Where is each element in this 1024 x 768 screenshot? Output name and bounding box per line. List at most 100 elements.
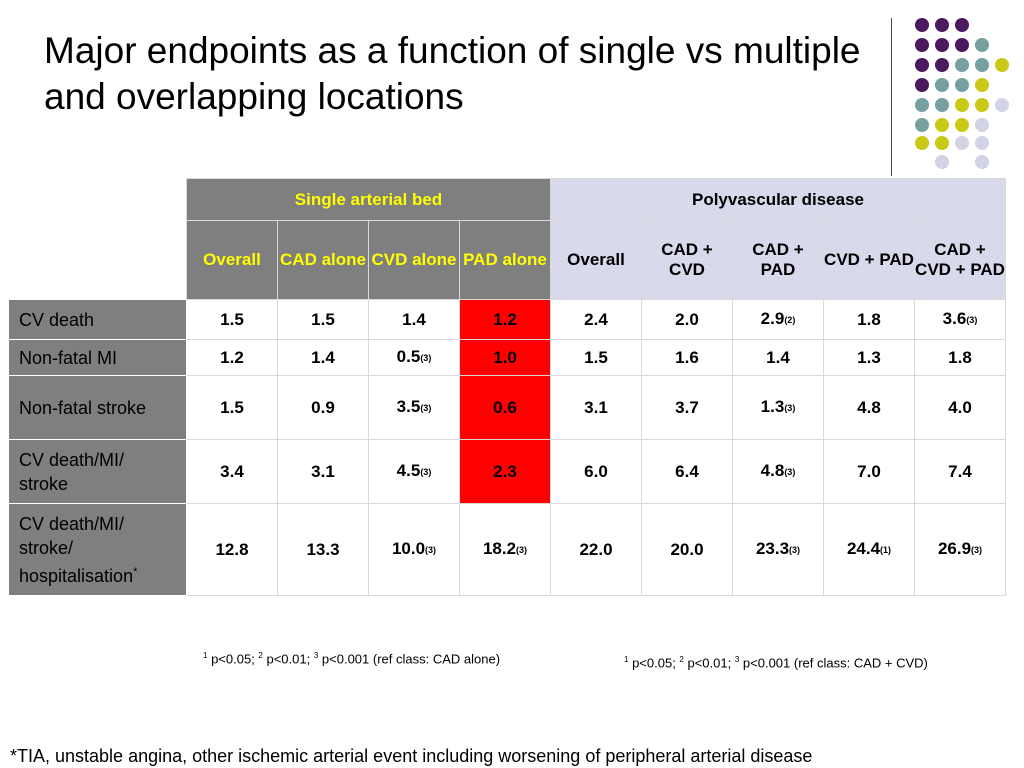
table-cell: 1.0 xyxy=(459,339,551,376)
table-cell: 10.0(3) xyxy=(368,503,460,596)
significance-marker: (1) xyxy=(880,544,892,555)
decorative-dot xyxy=(975,78,989,92)
table-cell: 3.4 xyxy=(186,439,278,504)
table-cell: 4.8 xyxy=(823,375,915,440)
significance-marker: (3) xyxy=(420,352,432,363)
decorative-dot xyxy=(975,155,989,169)
decorative-dot xyxy=(995,98,1009,112)
table-cell: 1.4 xyxy=(732,339,824,376)
table-cell: 7.0 xyxy=(823,439,915,504)
table-cell: 1.5 xyxy=(186,299,278,340)
cell-value: 4.8 xyxy=(760,460,785,480)
table-cell: 24.4(1) xyxy=(823,503,915,596)
cell-value: 1.4 xyxy=(402,309,426,329)
table-cell: 1.4 xyxy=(368,299,460,340)
group-header-single: Single arterial bed xyxy=(186,178,551,221)
cell-value: 0.9 xyxy=(311,397,335,417)
table-cell: 1.2 xyxy=(186,339,278,376)
table-cell: 7.4 xyxy=(914,439,1006,504)
cell-value: 3.7 xyxy=(675,397,699,417)
cell-value: 1.8 xyxy=(948,347,972,367)
decorative-dot xyxy=(915,118,929,132)
row-label-text: Non-fatal stroke xyxy=(19,397,147,418)
table-cell: 0.6 xyxy=(459,375,551,440)
subheader-polyvascular: CAD + CVD + PAD xyxy=(914,220,1006,300)
row-label-text: Non-fatal MI xyxy=(19,347,118,368)
significance-marker: (3) xyxy=(420,402,432,413)
row-label-text: CV death/MI/ stroke xyxy=(19,449,125,494)
bottom-footnote: *TIA, unstable angina, other ischemic ar… xyxy=(10,746,813,766)
cell-value: 1.2 xyxy=(493,309,517,329)
cell-value: 23.3 xyxy=(755,538,790,558)
decorative-dot xyxy=(975,118,989,132)
cell-value: 2.0 xyxy=(675,309,699,329)
table-cell: 4.5(3) xyxy=(368,439,460,504)
footnote-text: p<0.001 (ref class: CAD alone) xyxy=(318,651,501,667)
cell-value: 1.4 xyxy=(311,347,335,367)
table-cell: 3.1 xyxy=(550,375,642,440)
subheader-polyvascular: CVD + PAD xyxy=(823,220,915,300)
cell-value: 24.4 xyxy=(846,538,881,558)
cell-value: 1.5 xyxy=(220,309,244,329)
table-cell: 2.9(2) xyxy=(732,299,824,340)
table-cell: 1.2 xyxy=(459,299,551,340)
decorative-dot xyxy=(915,38,929,52)
cell-value: 1.3 xyxy=(857,347,881,367)
decorative-dot xyxy=(935,155,949,169)
footnote-text: p<0.01; xyxy=(683,655,735,671)
decorative-dot xyxy=(955,18,969,32)
table-cell: 22.0 xyxy=(550,503,642,596)
table-cell: 2.0 xyxy=(641,299,733,340)
row-label: CV death xyxy=(8,299,187,340)
row-label: Non-fatal MI xyxy=(8,339,187,376)
table-cell: 6.4 xyxy=(641,439,733,504)
table-row: CV death 1.5 1.5 1.4 1.2 2.4 2.0 2.9(2) 1.8 3.6(3… xyxy=(8,299,1006,340)
table-cell: 4.0 xyxy=(914,375,1006,440)
cell-value: 7.4 xyxy=(948,461,972,481)
decorative-dot xyxy=(915,18,929,32)
decorative-dot xyxy=(935,98,949,112)
table-cell: 3.6(3) xyxy=(914,299,1006,340)
table-row: Non-fatal stroke 1.5 0.9 3.5(3) 0.6 3.1 3.7 1.3… xyxy=(8,375,1006,440)
footnote-text: p<0.05; xyxy=(207,651,259,667)
decorative-dot xyxy=(935,78,949,92)
subheader-single: PAD alone xyxy=(459,220,551,300)
table-cell: 1.8 xyxy=(914,339,1006,376)
cell-value: 1.5 xyxy=(584,347,608,367)
decorative-dot xyxy=(955,118,969,132)
cell-value: 4.0 xyxy=(948,397,972,417)
decorative-dot xyxy=(915,58,929,72)
table-row: Non-fatal MI 1.2 1.4 0.5(3) 1.0 1.5 1.6 1.4 1.3 1… xyxy=(8,339,1006,376)
slide-title: Major endpoints as a function of single … xyxy=(44,30,861,117)
decorative-dot xyxy=(915,136,929,150)
row-label: CV death/MI/ stroke/ hospitalisation* xyxy=(8,503,187,596)
decorative-dot xyxy=(915,78,929,92)
table-cell: 6.0 xyxy=(550,439,642,504)
decorative-dot xyxy=(935,118,949,132)
cell-value: 6.0 xyxy=(584,461,608,481)
table-cell: 0.9 xyxy=(277,375,369,440)
footnote-polyvascular: 1 p<0.05; 2 p<0.01; 3 p<0.001 (ref class… xyxy=(624,652,928,671)
table-cell: 2.3 xyxy=(459,439,551,504)
significance-marker: (3) xyxy=(789,544,801,555)
decorative-dot xyxy=(975,58,989,72)
table-cell: 26.9(3) xyxy=(914,503,1006,596)
table-cell: 18.2(3) xyxy=(459,503,551,596)
significance-marker: (2) xyxy=(784,314,796,325)
row-label: Non-fatal stroke xyxy=(8,375,187,440)
significance-marker: (3) xyxy=(425,544,437,555)
decorative-dot xyxy=(915,98,929,112)
table-cell: 0.5(3) xyxy=(368,339,460,376)
cell-value: 3.5 xyxy=(396,396,421,416)
table-cell: 4.8(3) xyxy=(732,439,824,504)
cell-value: 4.5 xyxy=(396,460,421,480)
cell-value: 2.4 xyxy=(584,309,608,329)
significance-marker: (3) xyxy=(971,544,983,555)
table-cell: 12.8 xyxy=(186,503,278,596)
row-label-text: CV death xyxy=(19,309,95,330)
cell-value: 20.0 xyxy=(670,539,704,559)
row-label-footnote-marker: * xyxy=(133,565,138,578)
cell-value: 6.4 xyxy=(675,461,699,481)
cell-value: 2.9 xyxy=(760,308,785,328)
decorative-dot xyxy=(955,136,969,150)
